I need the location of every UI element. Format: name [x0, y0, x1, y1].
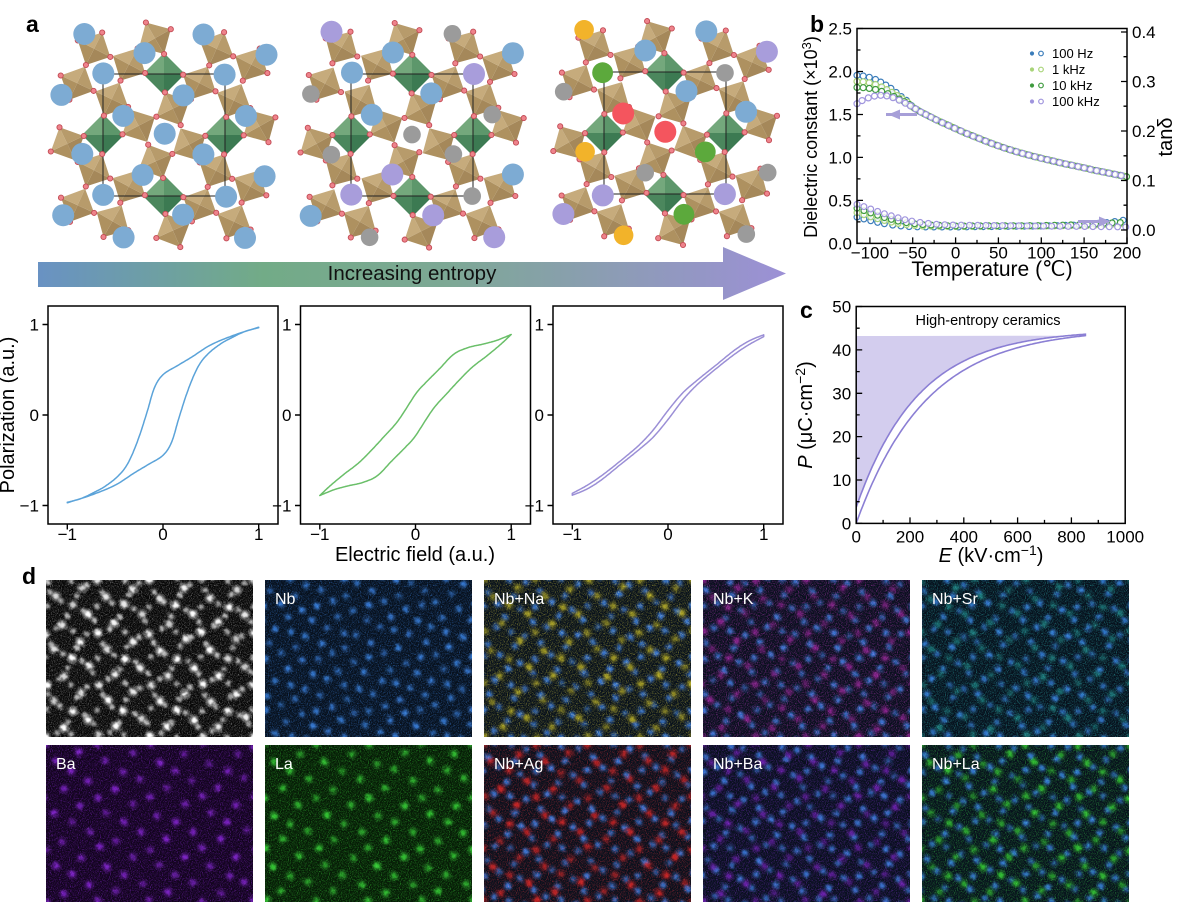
svg-text:1: 1 — [254, 525, 263, 544]
svg-text:0: 0 — [30, 406, 39, 425]
svg-text:1: 1 — [535, 316, 544, 335]
svg-text:−1: −1 — [525, 497, 544, 516]
svg-text:2.5: 2.5 — [828, 20, 852, 39]
svg-text:−1: −1 — [310, 525, 329, 544]
svg-text:0.4: 0.4 — [1132, 23, 1156, 42]
svg-text:−100: −100 — [851, 243, 889, 262]
svg-text:Nb+Ag: Nb+Ag — [494, 756, 543, 773]
svg-text:400: 400 — [950, 527, 978, 546]
svg-text:0: 0 — [158, 525, 167, 544]
svg-text:0: 0 — [411, 525, 420, 544]
svg-text:Nb+Sr: Nb+Sr — [932, 591, 978, 608]
svg-text:50: 50 — [832, 298, 851, 317]
svg-text:Nb+La: Nb+La — [932, 756, 980, 773]
svg-text:1: 1 — [282, 316, 291, 335]
svg-text:0.1: 0.1 — [1132, 172, 1156, 191]
svg-text:−1: −1 — [58, 525, 77, 544]
svg-text:Electric field (a.u.): Electric field (a.u.) — [335, 544, 495, 566]
svg-text:0.5: 0.5 — [828, 191, 852, 210]
svg-text:2.0: 2.0 — [828, 63, 852, 82]
svg-text:0: 0 — [282, 406, 291, 425]
svg-text:Dielectric constant (×103): Dielectric constant (×103) — [799, 36, 821, 238]
svg-text:−1: −1 — [563, 525, 582, 544]
svg-text:100: 100 — [1027, 243, 1055, 262]
svg-text:1000: 1000 — [1106, 527, 1144, 546]
svg-text:20: 20 — [832, 428, 851, 447]
svg-text:50: 50 — [989, 243, 1008, 262]
svg-text:0: 0 — [842, 514, 851, 533]
svg-text:100 Hz: 100 Hz — [1052, 46, 1093, 61]
svg-text:E (kV·cm−1): E (kV·cm−1) — [939, 542, 1044, 567]
svg-text:200: 200 — [1113, 243, 1141, 262]
svg-text:tanδ: tanδ — [1155, 118, 1177, 157]
svg-text:−1: −1 — [272, 497, 291, 516]
svg-text:1: 1 — [506, 525, 515, 544]
svg-text:0: 0 — [851, 527, 860, 546]
svg-text:0.2: 0.2 — [1132, 122, 1156, 141]
svg-text:1: 1 — [759, 525, 768, 544]
svg-text:High-entropy ceramics: High-entropy ceramics — [915, 313, 1060, 329]
svg-text:Nb+Na: Nb+Na — [494, 591, 544, 608]
svg-text:1: 1 — [30, 316, 39, 335]
svg-text:P (μC·cm−2): P (μC·cm−2) — [792, 361, 817, 469]
svg-text:1.5: 1.5 — [828, 106, 852, 125]
svg-text:0.0: 0.0 — [1132, 221, 1156, 240]
svg-text:0.3: 0.3 — [1132, 73, 1156, 92]
svg-text:La: La — [275, 756, 293, 773]
svg-text:−1: −1 — [20, 497, 39, 516]
svg-text:0.0: 0.0 — [828, 234, 852, 253]
svg-text:800: 800 — [1057, 527, 1085, 546]
svg-text:Nb+Ba: Nb+Ba — [713, 756, 762, 773]
svg-text:40: 40 — [832, 341, 851, 360]
svg-text:30: 30 — [832, 384, 851, 403]
svg-text:150: 150 — [1070, 243, 1098, 262]
svg-text:0: 0 — [663, 525, 672, 544]
svg-text:Nb: Nb — [275, 591, 296, 608]
svg-text:Temperature (℃): Temperature (℃) — [911, 258, 1072, 281]
svg-text:1 kHz: 1 kHz — [1052, 62, 1085, 77]
svg-text:0: 0 — [535, 406, 544, 425]
svg-text:600: 600 — [1003, 527, 1031, 546]
svg-text:1.0: 1.0 — [828, 148, 852, 167]
svg-text:10 kHz: 10 kHz — [1052, 78, 1092, 93]
svg-text:Ba: Ba — [56, 756, 76, 773]
svg-text:−50: −50 — [898, 243, 927, 262]
svg-text:Polarization (a.u.): Polarization (a.u.) — [0, 337, 19, 494]
svg-text:200: 200 — [896, 527, 924, 546]
svg-text:100 kHz: 100 kHz — [1052, 94, 1100, 109]
svg-text:0: 0 — [951, 243, 960, 262]
svg-text:Nb+K: Nb+K — [713, 591, 754, 608]
svg-text:Increasing entropy: Increasing entropy — [328, 262, 497, 285]
svg-text:10: 10 — [832, 471, 851, 490]
